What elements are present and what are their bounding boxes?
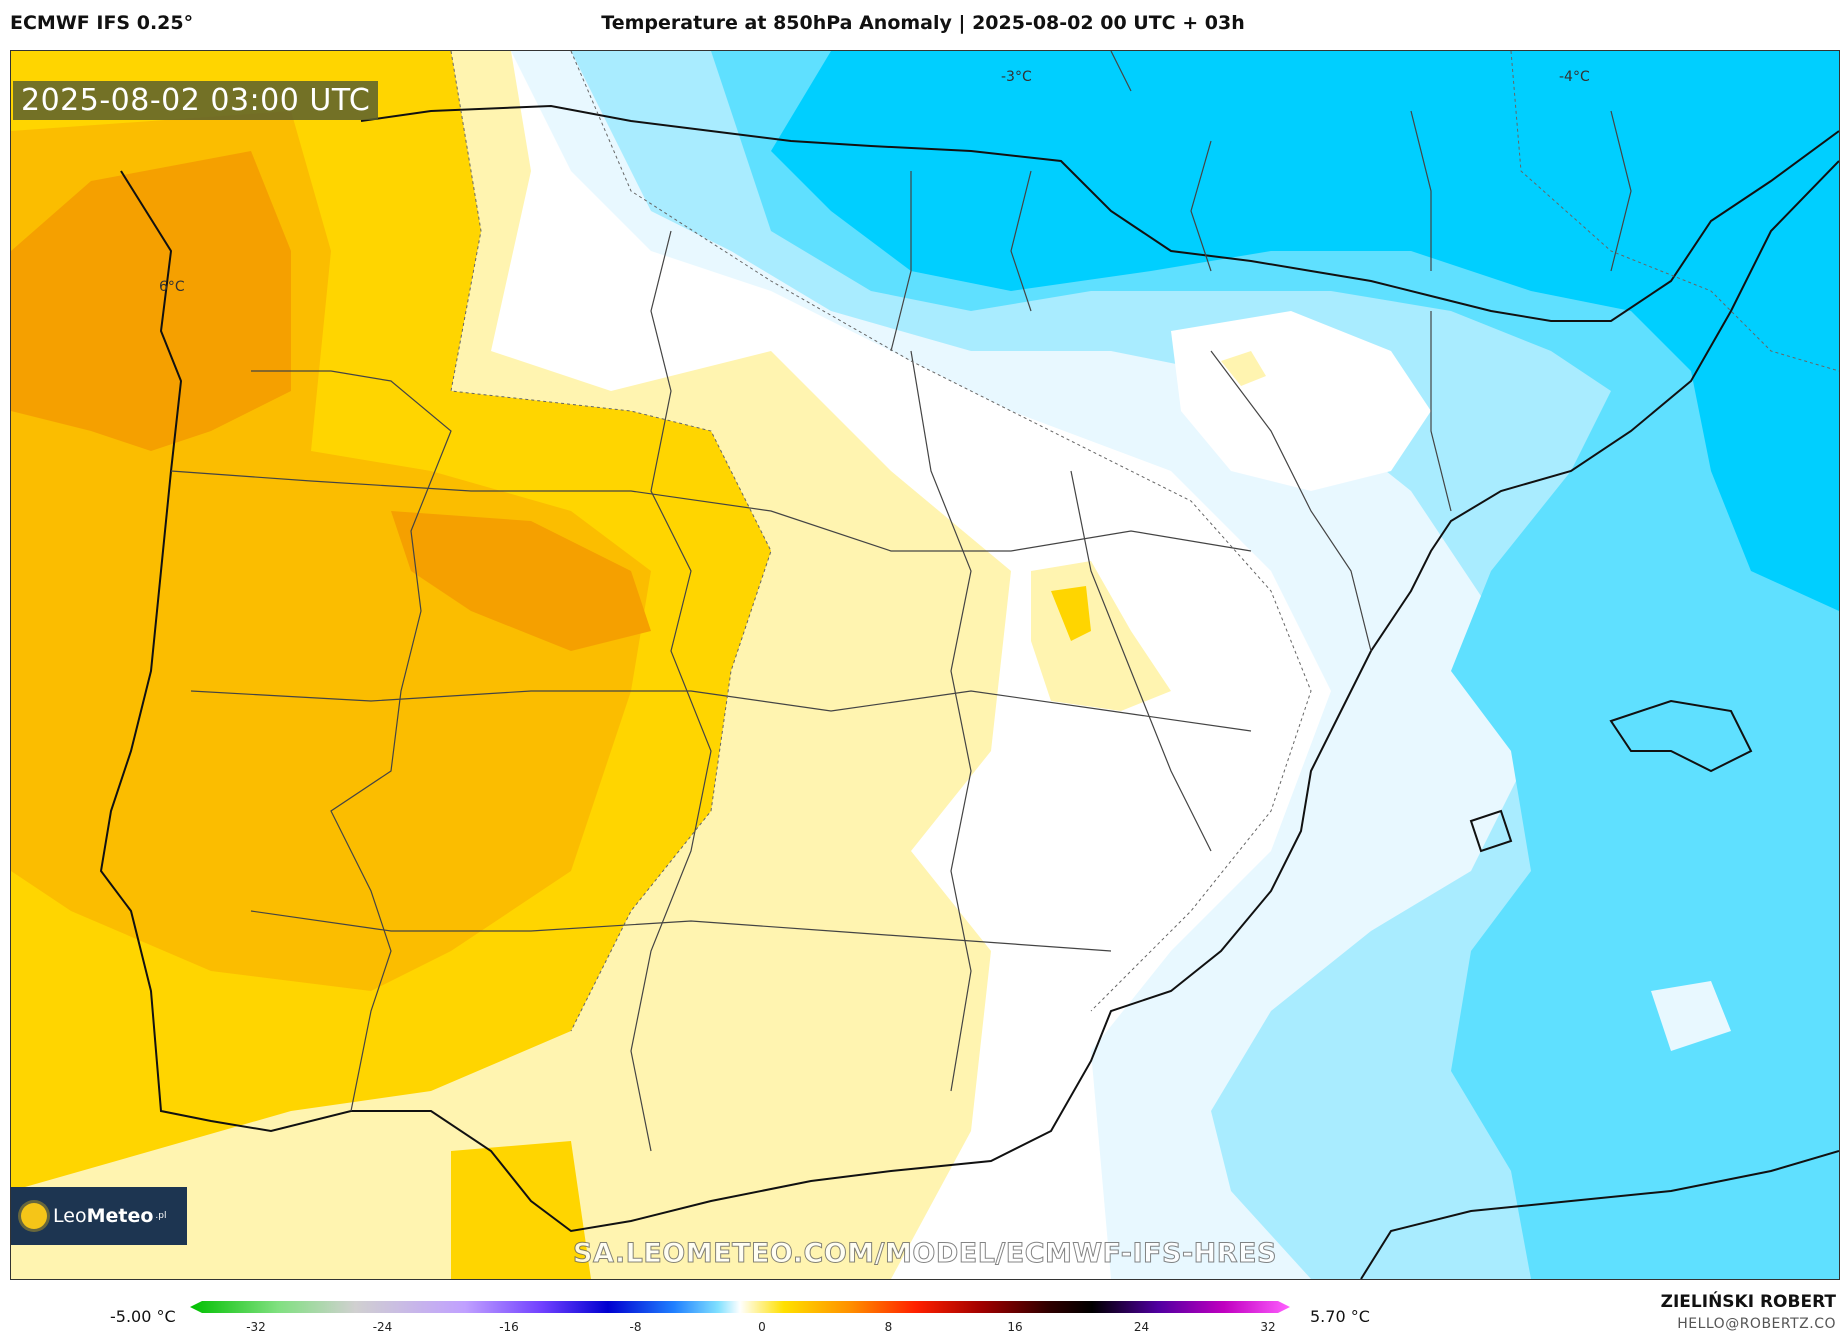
tick-label: 8 [884, 1320, 893, 1334]
sun-icon [21, 1203, 47, 1229]
legend-max-value: 5.70 °C [1310, 1307, 1370, 1326]
anomaly-band-blue [711, 51, 1839, 1279]
logo-suffix: .pl [155, 1211, 167, 1221]
tick-label: 32 [1260, 1320, 1276, 1334]
anomaly-band-deep-orange [11, 151, 291, 451]
tick-label: -32 [246, 1320, 266, 1334]
tick-label: -16 [499, 1320, 519, 1334]
isoline-label: -3°C [1001, 69, 1032, 85]
valid-time-label: 2025-08-02 03:00 UTC [13, 81, 379, 120]
isoline-label: -4°C [1559, 69, 1590, 85]
anomaly-band-cyan [771, 51, 1839, 611]
leometeo-logo: Leo Meteo .pl [11, 1187, 187, 1245]
color-scale-bar [190, 1301, 1290, 1313]
isolines [450, 51, 1839, 1032]
anomaly-map: 2025-08-02 03:00 UTC -3°C -4°C 6°C Leo Me… [10, 50, 1840, 1280]
isoline-label: 6°C [159, 279, 185, 295]
anomaly-field [11, 51, 1839, 1279]
author-email: HELLO@ROBERTZ.CO [1677, 1316, 1836, 1332]
author-credit: ZIELIŃSKI ROBERT [1660, 1292, 1836, 1312]
tick-label: -24 [372, 1320, 393, 1334]
tick-label: 0 [758, 1320, 766, 1334]
logo-text-b: Meteo [86, 1205, 154, 1227]
logo-text-a: Leo [53, 1205, 87, 1227]
coastline [99, 104, 1839, 1279]
tick-label: 24 [1133, 1320, 1150, 1334]
model-name: ECMWF IFS 0.25° [10, 12, 194, 34]
map-title: Temperature at 850hPa Anomaly | 2025-08-… [601, 12, 1245, 34]
legend-min-value: -5.00 °C [110, 1307, 176, 1326]
admin-borders [170, 51, 1632, 1152]
source-watermark: SA.LEOMETEO.COM/MODEL/ECMWF-IFS-HRES [573, 1238, 1277, 1270]
anomaly-band-deep-orange-2 [391, 511, 651, 651]
tick-label: 16 [1007, 1320, 1023, 1334]
anomaly-band-yellow-south [451, 1141, 591, 1279]
color-scale-ticks: -32 -24 -16 -8 0 8 16 24 32 [190, 1320, 1290, 1340]
tick-label: -8 [629, 1320, 642, 1334]
